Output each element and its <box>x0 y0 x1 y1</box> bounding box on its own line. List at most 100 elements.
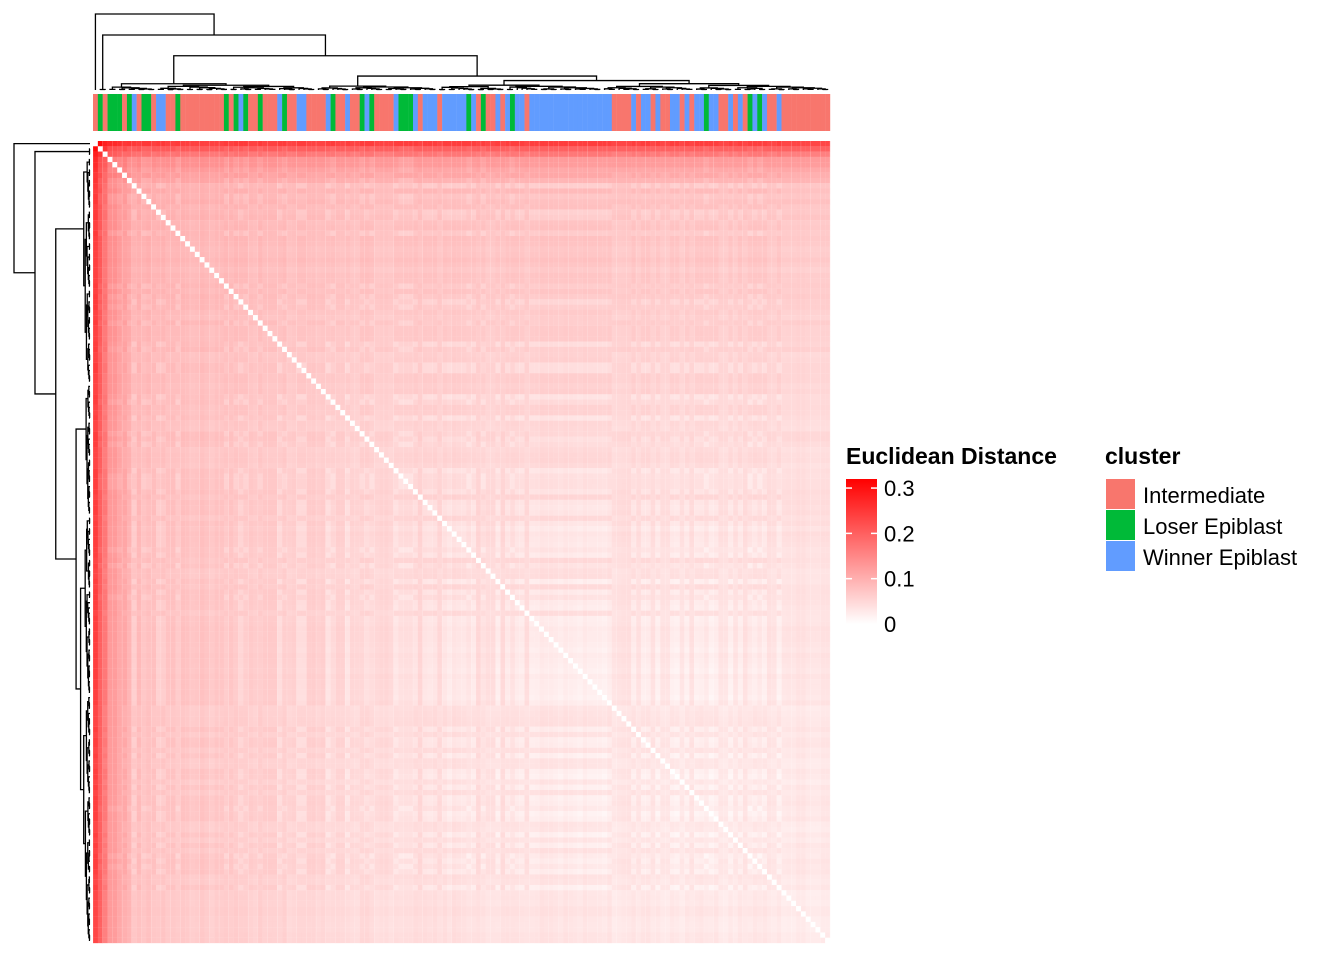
heatmap-cell <box>811 236 816 241</box>
heatmap-cell <box>636 146 641 151</box>
heatmap-cell <box>748 146 753 151</box>
heatmap-cell <box>529 241 534 246</box>
heatmap-cell <box>675 247 680 252</box>
heatmap-cell <box>500 173 505 178</box>
heatmap-cell <box>670 247 675 252</box>
heatmap-cell <box>166 289 171 294</box>
heatmap-cell <box>733 247 738 252</box>
heatmap-cell <box>326 173 331 178</box>
heatmap-cell <box>384 257 389 262</box>
heatmap-cell <box>112 294 117 299</box>
heatmap-cell <box>815 257 820 262</box>
heatmap-cell <box>205 167 210 172</box>
heatmap-cell <box>718 146 723 151</box>
heatmap-cell <box>185 215 190 220</box>
heatmap-cell <box>655 157 660 162</box>
heatmap-cell <box>544 262 549 267</box>
heatmap-cell <box>646 257 651 262</box>
heatmap-cell <box>195 178 200 183</box>
heatmap-cell <box>718 204 723 209</box>
heatmap-cell <box>573 262 578 267</box>
heatmap-cell <box>738 220 743 225</box>
annotation-cell <box>462 94 467 131</box>
heatmap-cell <box>161 257 166 262</box>
heatmap-cell <box>127 225 132 230</box>
heatmap-cell <box>612 231 617 236</box>
heatmap-cell <box>331 162 336 167</box>
heatmap-cell <box>558 294 563 299</box>
heatmap-cell <box>675 146 680 151</box>
heatmap-cell <box>815 146 820 151</box>
heatmap-cell <box>592 194 597 199</box>
heatmap-cell <box>229 215 234 220</box>
heatmap-cell <box>282 262 287 267</box>
heatmap-cell <box>224 167 229 172</box>
heatmap-cell <box>413 236 418 241</box>
heatmap-cell <box>505 257 510 262</box>
heatmap-cell <box>655 199 660 204</box>
heatmap-cell <box>369 231 374 236</box>
heatmap-cell <box>287 247 292 252</box>
heatmap-cell <box>709 183 714 188</box>
heatmap-cell <box>389 183 394 188</box>
heatmap-cell <box>689 173 694 178</box>
heatmap-cell <box>743 262 748 267</box>
heatmap-cell <box>660 278 665 283</box>
heatmap-cell <box>93 162 98 167</box>
heatmap-cell <box>646 289 651 294</box>
heatmap-cell <box>592 268 597 273</box>
annotation-cell <box>806 94 811 131</box>
heatmap-cell <box>93 204 98 209</box>
heatmap-cell <box>166 141 171 146</box>
heatmap-cell <box>806 289 811 294</box>
heatmap-cell <box>297 278 302 283</box>
heatmap-cell <box>665 204 670 209</box>
heatmap-cell <box>166 278 171 283</box>
heatmap-cell <box>685 257 690 262</box>
heatmap-cell <box>500 247 505 252</box>
heatmap-cell <box>612 178 617 183</box>
heatmap-cell <box>520 167 525 172</box>
heatmap-cell <box>665 162 670 167</box>
heatmap-cell <box>229 278 234 283</box>
heatmap-cell <box>491 210 496 215</box>
heatmap-cell <box>345 178 350 183</box>
heatmap-cell <box>558 273 563 278</box>
heatmap-cell <box>680 241 685 246</box>
heatmap-cell <box>636 247 641 252</box>
heatmap-cell <box>355 268 360 273</box>
heatmap-cell <box>117 225 122 230</box>
heatmap-cell <box>365 241 370 246</box>
annotation-cell <box>597 94 602 131</box>
heatmap-cell <box>311 141 316 146</box>
heatmap-cell <box>801 262 806 267</box>
heatmap-cell <box>476 173 481 178</box>
heatmap-cell <box>175 162 180 167</box>
heatmap-cell <box>791 262 796 267</box>
heatmap-cell <box>767 141 772 146</box>
heatmap-cell <box>301 167 306 172</box>
heatmap-cell <box>321 231 326 236</box>
heatmap-cell <box>602 173 607 178</box>
heatmap-cell <box>272 278 277 283</box>
heatmap-cell <box>466 162 471 167</box>
heatmap-cell <box>583 252 588 257</box>
heatmap-cell <box>699 262 704 267</box>
heatmap-cell <box>786 225 791 230</box>
heatmap-cell <box>335 146 340 151</box>
heatmap-cell <box>248 283 253 288</box>
heatmap-cell <box>651 268 656 273</box>
heatmap-cell <box>520 183 525 188</box>
heatmap-cell <box>675 252 680 257</box>
heatmap-cell <box>403 173 408 178</box>
heatmap-cell <box>568 146 573 151</box>
heatmap-cell <box>151 231 156 236</box>
heatmap-cell <box>801 225 806 230</box>
heatmap-cell <box>617 268 622 273</box>
heatmap-cell <box>447 152 452 157</box>
heatmap-cell <box>442 225 447 230</box>
heatmap-cell <box>617 146 622 151</box>
heatmap-cell <box>685 262 690 267</box>
annotation-cell <box>782 94 787 131</box>
heatmap-cell <box>200 247 205 252</box>
